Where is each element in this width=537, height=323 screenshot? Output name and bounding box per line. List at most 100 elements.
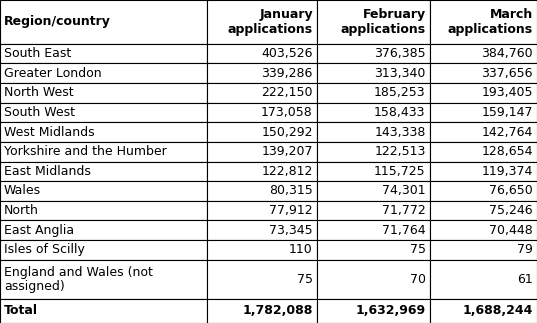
Bar: [0, 240, 207, 260]
Bar: [207, 103, 317, 122]
Bar: [207, 260, 317, 299]
Text: North: North: [4, 204, 39, 217]
Text: East Midlands: East Midlands: [4, 165, 91, 178]
Bar: [0, 201, 207, 220]
Text: 337,656: 337,656: [482, 67, 533, 79]
Text: 143,338: 143,338: [374, 126, 426, 139]
Text: North West: North West: [4, 86, 74, 99]
Text: 115,725: 115,725: [374, 165, 426, 178]
Bar: [430, 260, 537, 299]
Text: Total: Total: [4, 305, 38, 318]
Text: January
applications: January applications: [228, 8, 313, 36]
Text: Wales: Wales: [4, 184, 41, 197]
Bar: [430, 162, 537, 181]
Bar: [430, 63, 537, 83]
Text: 110: 110: [289, 244, 313, 256]
Text: Region/country: Region/country: [4, 15, 111, 28]
Text: South East: South East: [4, 47, 71, 60]
Text: 339,286: 339,286: [262, 67, 313, 79]
Text: 71,772: 71,772: [382, 204, 426, 217]
Bar: [430, 142, 537, 162]
Bar: [317, 44, 430, 63]
Text: 150,292: 150,292: [262, 126, 313, 139]
Text: 313,340: 313,340: [374, 67, 426, 79]
Bar: [207, 142, 317, 162]
Bar: [0, 0, 207, 44]
Bar: [0, 103, 207, 122]
Text: 73,345: 73,345: [269, 224, 313, 237]
Text: 1,632,969: 1,632,969: [355, 305, 426, 318]
Bar: [317, 103, 430, 122]
Bar: [317, 63, 430, 83]
Text: West Midlands: West Midlands: [4, 126, 95, 139]
Text: 1,782,088: 1,782,088: [242, 305, 313, 318]
Bar: [207, 44, 317, 63]
Text: 122,812: 122,812: [262, 165, 313, 178]
Bar: [0, 142, 207, 162]
Bar: [207, 240, 317, 260]
Bar: [317, 260, 430, 299]
Text: 185,253: 185,253: [374, 86, 426, 99]
Bar: [0, 83, 207, 103]
Text: 142,764: 142,764: [482, 126, 533, 139]
Bar: [0, 44, 207, 63]
Text: 71,764: 71,764: [382, 224, 426, 237]
Bar: [430, 103, 537, 122]
Bar: [0, 220, 207, 240]
Text: 173,058: 173,058: [261, 106, 313, 119]
Bar: [0, 122, 207, 142]
Text: 75,246: 75,246: [489, 204, 533, 217]
Text: 61: 61: [517, 273, 533, 286]
Bar: [317, 142, 430, 162]
Bar: [0, 63, 207, 83]
Text: 222,150: 222,150: [262, 86, 313, 99]
Bar: [0, 260, 207, 299]
Text: 75: 75: [297, 273, 313, 286]
Bar: [430, 122, 537, 142]
Bar: [207, 83, 317, 103]
Bar: [207, 201, 317, 220]
Text: 70,448: 70,448: [489, 224, 533, 237]
Text: 74,301: 74,301: [382, 184, 426, 197]
Text: February
applications: February applications: [340, 8, 426, 36]
Text: England and Wales (not
assigned): England and Wales (not assigned): [4, 266, 153, 293]
Text: 193,405: 193,405: [482, 86, 533, 99]
Text: March
applications: March applications: [448, 8, 533, 36]
Bar: [317, 181, 430, 201]
Bar: [317, 162, 430, 181]
Bar: [430, 201, 537, 220]
Bar: [0, 181, 207, 201]
Bar: [207, 162, 317, 181]
Text: Isles of Scilly: Isles of Scilly: [4, 244, 85, 256]
Text: 80,315: 80,315: [269, 184, 313, 197]
Text: 70: 70: [410, 273, 426, 286]
Bar: [317, 83, 430, 103]
Bar: [317, 201, 430, 220]
Text: 158,433: 158,433: [374, 106, 426, 119]
Bar: [317, 299, 430, 323]
Bar: [0, 299, 207, 323]
Text: 403,526: 403,526: [262, 47, 313, 60]
Bar: [207, 63, 317, 83]
Bar: [430, 0, 537, 44]
Text: South West: South West: [4, 106, 75, 119]
Bar: [207, 299, 317, 323]
Bar: [430, 44, 537, 63]
Bar: [207, 0, 317, 44]
Bar: [317, 0, 430, 44]
Text: Greater London: Greater London: [4, 67, 101, 79]
Text: 139,207: 139,207: [262, 145, 313, 158]
Text: 77,912: 77,912: [269, 204, 313, 217]
Text: 376,385: 376,385: [374, 47, 426, 60]
Bar: [430, 240, 537, 260]
Bar: [430, 299, 537, 323]
Bar: [207, 181, 317, 201]
Text: 159,147: 159,147: [482, 106, 533, 119]
Text: 384,760: 384,760: [481, 47, 533, 60]
Bar: [317, 220, 430, 240]
Bar: [430, 220, 537, 240]
Text: East Anglia: East Anglia: [4, 224, 74, 237]
Bar: [207, 220, 317, 240]
Bar: [430, 181, 537, 201]
Bar: [0, 162, 207, 181]
